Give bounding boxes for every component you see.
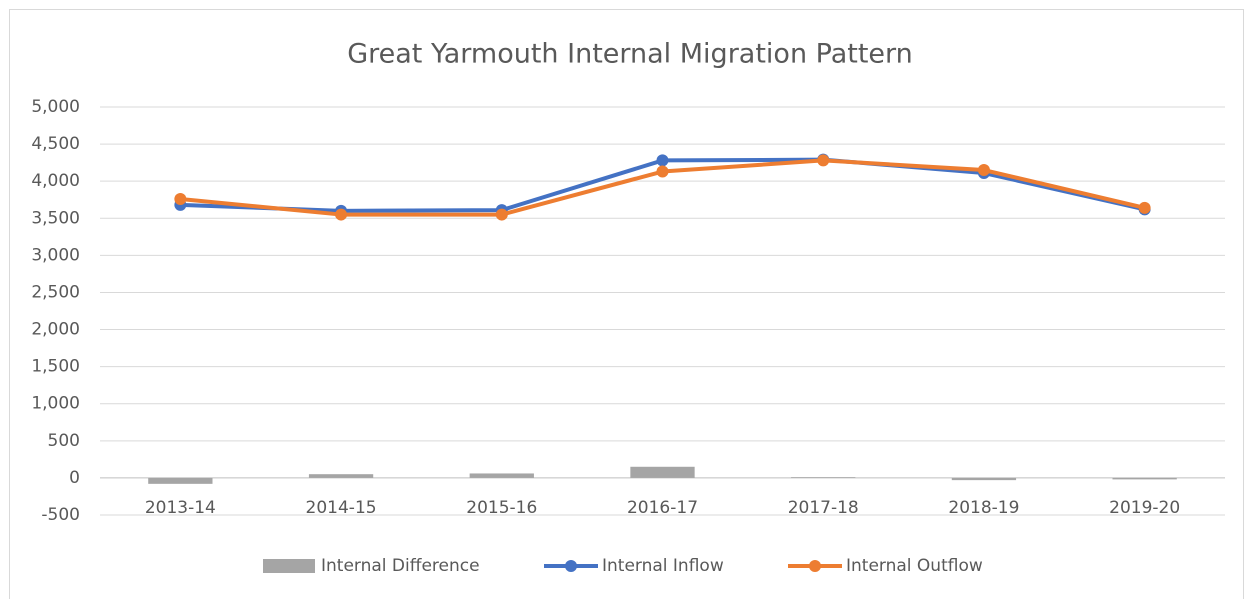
y-tick-label: 0 xyxy=(69,468,80,488)
point xyxy=(335,208,348,221)
y-tick-label: 2,000 xyxy=(31,320,80,340)
bar xyxy=(630,466,695,478)
y-tick-label: 1,000 xyxy=(31,394,80,414)
x-tick-label: 2017-18 xyxy=(788,498,859,518)
x-tick-label: 2016-17 xyxy=(627,498,698,518)
legend-label: Internal Difference xyxy=(321,556,480,576)
y-tick-label: -500 xyxy=(41,505,80,525)
bar xyxy=(791,477,856,478)
legend-swatch xyxy=(809,560,821,572)
bar xyxy=(308,474,374,478)
x-tick-label: 2015-16 xyxy=(466,498,537,518)
bar xyxy=(1112,477,1177,480)
legend-label: Internal Inflow xyxy=(602,556,724,576)
legend-swatch xyxy=(565,560,577,572)
y-tick-label: 1,500 xyxy=(31,357,80,377)
bar xyxy=(469,473,534,478)
point xyxy=(656,165,669,178)
point xyxy=(817,154,830,167)
x-tick-label: 2013-14 xyxy=(145,498,216,518)
y-tick-label: 5,000 xyxy=(31,97,80,117)
bar xyxy=(951,477,1017,481)
y-tick-label: 2,500 xyxy=(31,282,80,302)
x-tick-label: 2019-20 xyxy=(1109,498,1180,518)
point xyxy=(174,192,187,205)
chart-title: Great Yarmouth Internal Migration Patter… xyxy=(347,39,913,70)
point xyxy=(977,164,990,177)
bar xyxy=(148,477,213,484)
x-tick-label: 2014-15 xyxy=(306,498,377,518)
y-tick-label: 4,500 xyxy=(31,134,80,154)
point xyxy=(656,154,669,167)
legend-swatch xyxy=(263,559,315,573)
y-tick-label: 500 xyxy=(48,431,80,451)
y-tick-label: 4,000 xyxy=(31,171,80,191)
chart-border xyxy=(9,9,1244,599)
y-tick-label: 3,500 xyxy=(31,208,80,228)
legend-label: Internal Outflow xyxy=(846,556,983,576)
point xyxy=(495,208,508,221)
x-tick-label: 2018-19 xyxy=(948,498,1019,518)
point xyxy=(1138,201,1151,214)
y-tick-label: 3,000 xyxy=(31,245,80,265)
